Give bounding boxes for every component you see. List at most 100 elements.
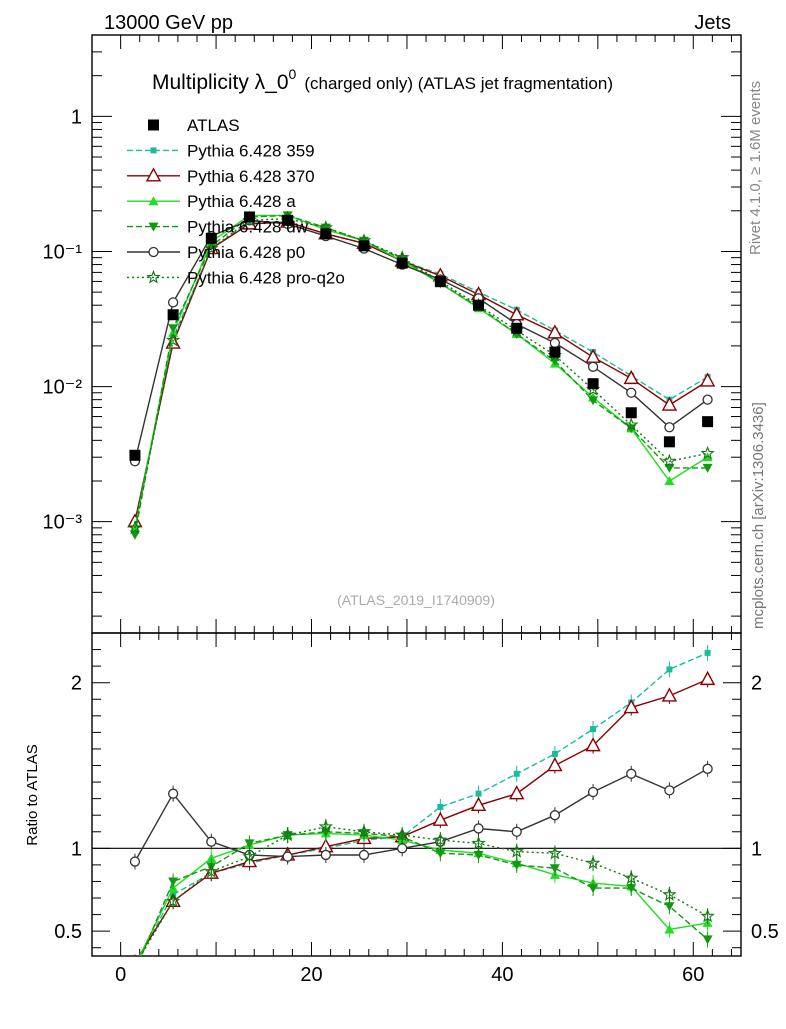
data-point xyxy=(702,463,713,473)
data-point xyxy=(509,785,525,800)
data-point xyxy=(356,824,372,838)
series-line xyxy=(134,221,708,529)
data-point xyxy=(585,855,601,870)
data-point xyxy=(129,449,141,461)
data-point xyxy=(204,241,219,255)
data-point xyxy=(702,394,713,405)
data-point xyxy=(626,884,637,894)
series-line xyxy=(134,214,708,535)
main-series-atlas xyxy=(129,211,714,461)
data-point xyxy=(547,324,563,339)
legend-entry-pythia-6-428-370: Pythia 6.428 370 xyxy=(127,167,315,186)
data-point xyxy=(511,860,522,870)
main-y-tick-label: 10⁻² xyxy=(43,377,83,399)
data-point xyxy=(127,520,143,534)
data-point xyxy=(282,214,294,226)
data-point xyxy=(318,819,333,834)
data-point xyxy=(699,670,716,686)
data-point xyxy=(549,346,561,358)
series-line xyxy=(134,219,709,462)
series-line xyxy=(138,832,708,956)
data-point xyxy=(133,954,136,956)
ratio-series-pythia-6-428-359 xyxy=(139,644,711,956)
main-y-tick-label: 10⁻¹ xyxy=(43,241,83,263)
data-point xyxy=(243,211,255,223)
data-point xyxy=(437,803,444,810)
data-point xyxy=(129,960,141,971)
legend-marker xyxy=(146,269,161,284)
data-point xyxy=(626,387,637,398)
legend-entry-atlas: ATLAS xyxy=(148,116,240,135)
series-line xyxy=(134,768,708,862)
data-point xyxy=(165,332,181,347)
data-point xyxy=(664,924,675,934)
data-point xyxy=(509,844,524,858)
data-point xyxy=(167,309,179,321)
ratio-y-tick-label-right: 1 xyxy=(751,838,762,860)
ratio-y-tick-label-right: 0.5 xyxy=(751,921,779,943)
data-point xyxy=(395,827,410,842)
data-point xyxy=(664,785,675,796)
plot-title: Multiplicity λ_00 (charged only) (ATLAS j… xyxy=(152,66,613,94)
data-point xyxy=(129,530,140,540)
legend-label: Pythia 6.428 dw xyxy=(187,218,309,237)
legend-label: Pythia 6.428 pro-q2o xyxy=(187,268,345,287)
legend-entry-pythia-6-428-pro-q2o: Pythia 6.428 pro-q2o xyxy=(127,268,345,287)
legend-marker xyxy=(150,147,157,154)
data-point xyxy=(547,757,563,772)
ratio-y-axis-label: Ratio to ATLAS xyxy=(24,744,41,845)
data-point xyxy=(473,299,485,311)
ratio-y-tick-labels: 0.5 0.5 1 1 2 2 xyxy=(54,673,779,943)
data-point xyxy=(435,849,446,859)
data-point xyxy=(549,337,561,349)
data-point xyxy=(702,763,713,774)
legend-marker xyxy=(148,196,159,206)
data-point xyxy=(587,378,599,390)
data-point xyxy=(547,845,563,860)
legend-marker xyxy=(148,222,159,232)
data-point xyxy=(662,887,677,901)
data-point xyxy=(626,768,637,779)
x-tick-label: 60 xyxy=(682,964,704,986)
legend-marker xyxy=(148,119,159,131)
data-point xyxy=(585,737,601,752)
data-point xyxy=(167,788,179,799)
analysis-tag: (ATLAS_2019_I1740909) xyxy=(337,592,495,608)
rivet-label: Rivet 4.1.0, ≥ 1.6M events xyxy=(747,81,764,255)
data-point xyxy=(168,324,179,334)
data-point xyxy=(320,228,332,240)
data-point xyxy=(704,649,711,656)
main-y-tick-label: 10⁻³ xyxy=(43,512,83,534)
mcplots-label: mcplots.cern.ch [arXiv:1306.3436] xyxy=(750,402,767,629)
data-point xyxy=(434,275,446,287)
data-point xyxy=(358,849,370,861)
data-point xyxy=(358,240,370,252)
data-point xyxy=(397,843,408,854)
series-line xyxy=(134,214,708,529)
data-point xyxy=(511,322,523,334)
data-point xyxy=(623,870,639,885)
legend-marker xyxy=(145,167,162,182)
plot-subtitle: (charged only) (ATLAS jet fragmentation) xyxy=(304,74,613,93)
data-point xyxy=(205,232,217,244)
data-point xyxy=(320,849,331,861)
data-point xyxy=(700,445,715,460)
data-point xyxy=(623,699,639,714)
x-tick-labels: 0 20 40 60 xyxy=(115,964,704,986)
data-point xyxy=(206,836,217,847)
data-point xyxy=(587,786,599,798)
ratio-y-tick-label-right: 2 xyxy=(751,673,762,695)
data-point xyxy=(129,856,141,867)
data-point xyxy=(549,864,560,874)
data-point xyxy=(244,839,255,849)
series-line xyxy=(139,652,708,956)
data-point xyxy=(699,372,716,387)
data-point xyxy=(702,452,713,462)
legend-entry-pythia-6-428-p0: Pythia 6.428 p0 xyxy=(127,243,305,262)
data-point xyxy=(471,835,486,850)
data-point xyxy=(470,796,487,811)
main-series-layer xyxy=(127,210,716,540)
data-point xyxy=(590,726,597,733)
data-point xyxy=(664,463,675,473)
